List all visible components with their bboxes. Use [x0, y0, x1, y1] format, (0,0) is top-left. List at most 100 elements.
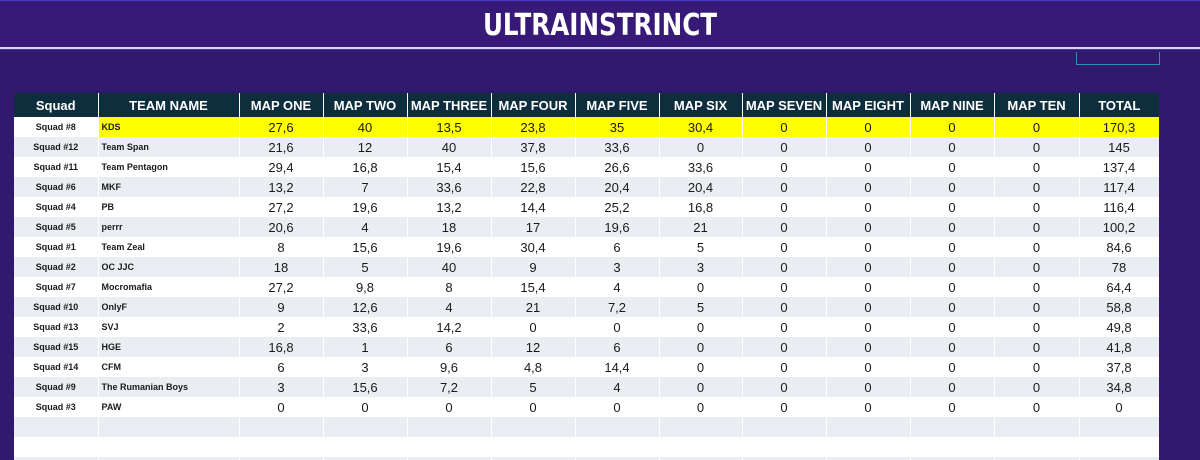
- map-score-cell[interactable]: 6: [239, 357, 324, 377]
- column-header[interactable]: TOTAL: [1079, 93, 1159, 117]
- map-score-cell[interactable]: 0: [994, 277, 1080, 297]
- map-score-cell[interactable]: 22,8: [491, 177, 576, 197]
- team-name-cell[interactable]: Team Zeal: [98, 237, 240, 257]
- map-score-cell[interactable]: 0: [910, 197, 995, 217]
- squad-cell[interactable]: Squad #3: [14, 397, 99, 417]
- map-score-cell[interactable]: 0: [491, 317, 576, 337]
- empty-cell[interactable]: [910, 457, 995, 460]
- total-cell[interactable]: 49,8: [1079, 317, 1159, 337]
- map-score-cell[interactable]: 5: [659, 237, 743, 257]
- empty-cell[interactable]: [491, 437, 576, 457]
- map-score-cell[interactable]: 0: [994, 197, 1080, 217]
- empty-cell[interactable]: [826, 457, 911, 460]
- map-score-cell[interactable]: 0: [742, 317, 827, 337]
- map-score-cell[interactable]: 27,2: [239, 277, 324, 297]
- map-score-cell[interactable]: 0: [659, 337, 743, 357]
- map-score-cell[interactable]: 3: [239, 377, 324, 397]
- team-name-cell[interactable]: CFM: [98, 357, 240, 377]
- map-score-cell[interactable]: 21,6: [239, 137, 324, 157]
- empty-cell[interactable]: [1079, 417, 1159, 437]
- map-score-cell[interactable]: 0: [910, 117, 995, 137]
- map-score-cell[interactable]: 5: [659, 297, 743, 317]
- map-score-cell[interactable]: 0: [407, 397, 492, 417]
- empty-cell[interactable]: [407, 437, 492, 457]
- total-cell[interactable]: 64,4: [1079, 277, 1159, 297]
- map-score-cell[interactable]: 0: [994, 317, 1080, 337]
- map-score-cell[interactable]: 0: [826, 237, 911, 257]
- empty-cell[interactable]: [491, 417, 576, 437]
- squad-cell[interactable]: Squad #10: [14, 297, 99, 317]
- map-score-cell[interactable]: 13,2: [239, 177, 324, 197]
- map-score-cell[interactable]: 15,6: [323, 237, 408, 257]
- team-name-cell[interactable]: The Rumanian Boys: [98, 377, 240, 397]
- map-score-cell[interactable]: 0: [659, 317, 743, 337]
- map-score-cell[interactable]: 0: [826, 317, 911, 337]
- map-score-cell[interactable]: 4,8: [491, 357, 576, 377]
- squad-cell[interactable]: Squad #11: [14, 157, 99, 177]
- column-header[interactable]: MAP ONE: [239, 93, 324, 117]
- map-score-cell[interactable]: 27,6: [239, 117, 324, 137]
- map-score-cell[interactable]: 0: [659, 357, 743, 377]
- map-score-cell[interactable]: 0: [910, 337, 995, 357]
- empty-cell[interactable]: [239, 417, 324, 437]
- total-cell[interactable]: 100,2: [1079, 217, 1159, 237]
- map-score-cell[interactable]: 0: [742, 397, 827, 417]
- column-header[interactable]: MAP NINE: [910, 93, 995, 117]
- total-cell[interactable]: 117,4: [1079, 177, 1159, 197]
- map-score-cell[interactable]: 15,6: [491, 157, 576, 177]
- empty-cell[interactable]: [14, 457, 99, 460]
- map-score-cell[interactable]: 0: [910, 297, 995, 317]
- empty-cell[interactable]: [659, 437, 743, 457]
- team-name-cell[interactable]: PAW: [98, 397, 240, 417]
- map-score-cell[interactable]: 16,8: [239, 337, 324, 357]
- map-score-cell[interactable]: 37,8: [491, 137, 576, 157]
- map-score-cell[interactable]: 16,8: [323, 157, 408, 177]
- map-score-cell[interactable]: 0: [826, 117, 911, 137]
- empty-cell[interactable]: [910, 417, 995, 437]
- map-score-cell[interactable]: 7,2: [407, 377, 492, 397]
- map-score-cell[interactable]: 0: [994, 397, 1080, 417]
- map-score-cell[interactable]: 9,6: [407, 357, 492, 377]
- map-score-cell[interactable]: 3: [575, 257, 660, 277]
- map-score-cell[interactable]: 0: [742, 197, 827, 217]
- map-score-cell[interactable]: 0: [910, 217, 995, 237]
- team-name-cell[interactable]: OC JJC: [98, 257, 240, 277]
- map-score-cell[interactable]: 0: [659, 277, 743, 297]
- map-score-cell[interactable]: 15,6: [323, 377, 408, 397]
- map-score-cell[interactable]: 0: [910, 317, 995, 337]
- map-score-cell[interactable]: 0: [742, 337, 827, 357]
- squad-cell[interactable]: Squad #12: [14, 137, 99, 157]
- map-score-cell[interactable]: 0: [994, 157, 1080, 177]
- map-score-cell[interactable]: 4: [575, 377, 660, 397]
- map-score-cell[interactable]: 0: [742, 377, 827, 397]
- map-score-cell[interactable]: 4: [575, 277, 660, 297]
- map-score-cell[interactable]: 0: [826, 217, 911, 237]
- map-score-cell[interactable]: 25,2: [575, 197, 660, 217]
- map-score-cell[interactable]: 14,4: [575, 357, 660, 377]
- map-score-cell[interactable]: 0: [826, 277, 911, 297]
- map-score-cell[interactable]: 0: [826, 297, 911, 317]
- map-score-cell[interactable]: 33,6: [575, 137, 660, 157]
- map-score-cell[interactable]: 0: [826, 137, 911, 157]
- total-cell[interactable]: 37,8: [1079, 357, 1159, 377]
- map-score-cell[interactable]: 16,8: [659, 197, 743, 217]
- map-score-cell[interactable]: 0: [826, 157, 911, 177]
- map-score-cell[interactable]: 6: [407, 337, 492, 357]
- cell-selection-box[interactable]: [1076, 52, 1160, 65]
- map-score-cell[interactable]: 19,6: [575, 217, 660, 237]
- empty-cell[interactable]: [14, 437, 99, 457]
- map-score-cell[interactable]: 0: [910, 277, 995, 297]
- map-score-cell[interactable]: 21: [491, 297, 576, 317]
- squad-cell[interactable]: Squad #15: [14, 337, 99, 357]
- empty-cell[interactable]: [742, 437, 827, 457]
- map-score-cell[interactable]: 8: [407, 277, 492, 297]
- map-score-cell[interactable]: 0: [910, 257, 995, 277]
- column-header[interactable]: MAP THREE: [407, 93, 492, 117]
- map-score-cell[interactable]: 18: [407, 217, 492, 237]
- map-score-cell[interactable]: 0: [742, 357, 827, 377]
- map-score-cell[interactable]: 0: [994, 137, 1080, 157]
- total-cell[interactable]: 170,3: [1079, 117, 1159, 137]
- map-score-cell[interactable]: 3: [659, 257, 743, 277]
- map-score-cell[interactable]: 0: [659, 137, 743, 157]
- map-score-cell[interactable]: 0: [826, 197, 911, 217]
